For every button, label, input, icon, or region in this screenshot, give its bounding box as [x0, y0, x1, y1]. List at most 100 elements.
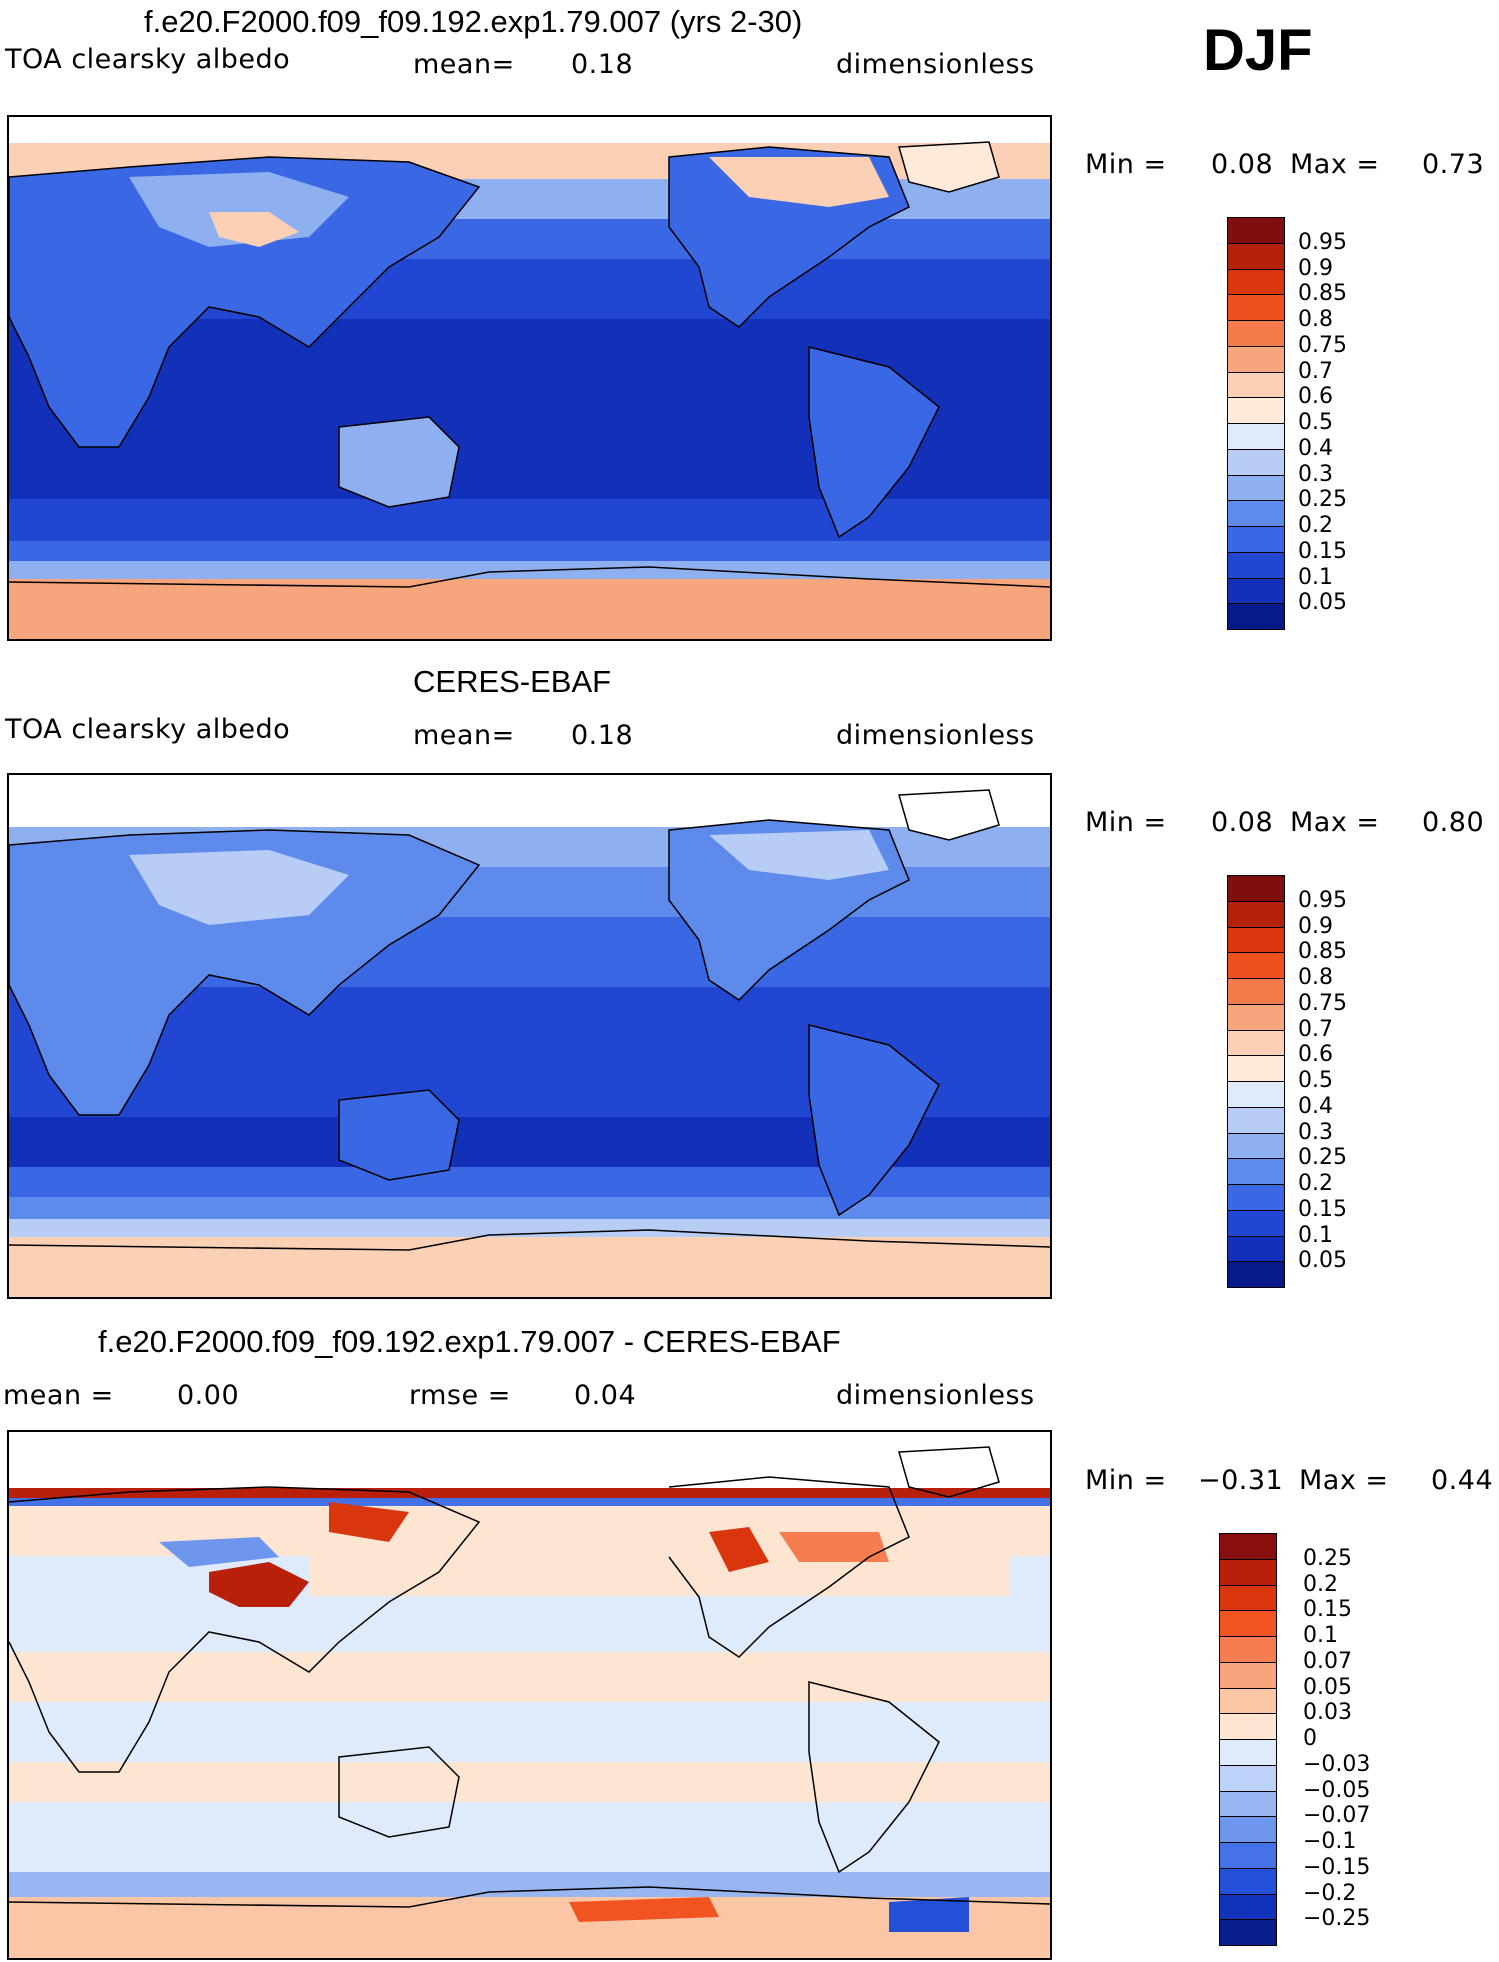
- colorbar-swatch: [1227, 978, 1285, 1005]
- colorbar-swatch: [1227, 268, 1285, 296]
- colorbar-swatch: [1219, 1867, 1277, 1895]
- colorbar-swatch: [1227, 1106, 1285, 1134]
- panel-1-max-value: 0.73: [1422, 149, 1485, 180]
- colorbar-tick-label: 0.1: [1298, 1222, 1333, 1248]
- panel-2-max-label: Max =: [1290, 807, 1380, 838]
- colorbar-tick-label: 0.15: [1303, 1597, 1352, 1623]
- colorbar-swatch: [1219, 1713, 1277, 1740]
- panel-3-map-svg: [9, 1432, 1050, 1958]
- colorbar-tick-label: 0.8: [1298, 307, 1333, 332]
- panel-2-max-value: 0.80: [1422, 807, 1485, 838]
- colorbar-swatch: [1227, 926, 1285, 954]
- panel-1-min-value: 0.08: [1211, 149, 1274, 180]
- colorbar-swatch: [1227, 448, 1285, 476]
- panel-2-title: CERES-EBAF: [413, 664, 612, 699]
- panel-3-min-value: −0.31: [1198, 1465, 1284, 1496]
- colorbar-swatch: [1227, 603, 1285, 630]
- colorbar-swatch: [1227, 1184, 1285, 1211]
- colorbar-tick-label: 0.15: [1298, 1196, 1347, 1222]
- colorbar-tick-label: 0.15: [1298, 538, 1347, 564]
- colorbar-swatch: [1227, 551, 1285, 579]
- colorbar-swatch: [1219, 1764, 1277, 1792]
- panel-3-colorbar: [1219, 1533, 1277, 1946]
- panel-3-units: dimensionless: [836, 1380, 1035, 1411]
- panel-1-units: dimensionless: [836, 49, 1035, 80]
- colorbar-tick-label: 0.6: [1298, 1042, 1333, 1068]
- panel-2-mean-value: 0.18: [571, 720, 634, 751]
- colorbar-tick-label: −0.25: [1303, 1906, 1371, 1932]
- colorbar-tick-label: 0.5: [1298, 410, 1333, 435]
- colorbar-tick-label: 0.25: [1303, 1545, 1352, 1571]
- colorbar-swatch: [1219, 1842, 1277, 1869]
- colorbar-swatch: [1219, 1919, 1277, 1946]
- colorbar-tick-label: −0.03: [1303, 1751, 1371, 1777]
- colorbar-swatch: [1227, 500, 1285, 527]
- colorbar-swatch: [1219, 1636, 1277, 1663]
- colorbar-swatch: [1219, 1558, 1277, 1586]
- colorbar-swatch: [1227, 1209, 1285, 1237]
- colorbar-tick-label: 0.2: [1298, 513, 1333, 538]
- colorbar-tick-label: 0.9: [1298, 913, 1333, 939]
- colorbar-tick-label: 0.05: [1298, 590, 1347, 616]
- panel-3-mean-value: 0.00: [177, 1380, 240, 1411]
- colorbar-tick-label: 0.75: [1298, 990, 1347, 1016]
- colorbar-swatch: [1227, 320, 1285, 347]
- colorbar-tick-label: 0.75: [1298, 332, 1347, 358]
- panel-1-min-label: Min =: [1085, 149, 1167, 180]
- colorbar-swatch: [1219, 1687, 1277, 1715]
- colorbar-tick-label: 0.2: [1303, 1571, 1338, 1597]
- panel-1-colorbar: [1227, 217, 1285, 630]
- colorbar-tick-label: 0.3: [1298, 1119, 1333, 1145]
- panel-2-map: [7, 773, 1052, 1299]
- panel-2-min-value: 0.08: [1211, 807, 1274, 838]
- panel-1-max-label: Max =: [1290, 149, 1380, 180]
- colorbar-tick-label: 0.25: [1298, 487, 1347, 513]
- panel-2-mean-label: mean=: [413, 720, 515, 751]
- colorbar-tick-label: 0: [1303, 1726, 1317, 1751]
- colorbar-tick-label: 0.7: [1298, 358, 1333, 384]
- colorbar-swatch: [1219, 1533, 1277, 1560]
- colorbar-tick-label: −0.15: [1303, 1854, 1371, 1880]
- colorbar-swatch: [1227, 1132, 1285, 1160]
- colorbar-tick-label: −0.1: [1303, 1829, 1357, 1854]
- panel-2-variable-label: TOA clearsky albedo: [5, 714, 291, 745]
- panel-3-max-label: Max =: [1299, 1465, 1389, 1496]
- colorbar-tick-label: 0.4: [1298, 435, 1333, 461]
- panel-3-title: f.e20.F2000.f09_f09.192.exp1.79.007 - CE…: [98, 1324, 841, 1359]
- colorbar-swatch: [1227, 952, 1285, 979]
- panel-1-mean-label: mean=: [413, 49, 515, 80]
- colorbar-swatch: [1227, 1158, 1285, 1185]
- panel-2-colorbar: [1227, 875, 1285, 1288]
- panel-1-map: [7, 115, 1052, 641]
- panel-1-mean-value: 0.18: [571, 49, 634, 80]
- panel-3-max-value: 0.44: [1431, 1465, 1494, 1496]
- colorbar-tick-label: 0.85: [1298, 939, 1347, 965]
- colorbar-tick-label: 0.05: [1303, 1674, 1352, 1700]
- colorbar-tick-label: −0.2: [1303, 1880, 1357, 1906]
- colorbar-tick-label: 0.1: [1298, 564, 1333, 590]
- colorbar-swatch: [1227, 474, 1285, 502]
- colorbar-swatch: [1219, 1610, 1277, 1637]
- colorbar-tick-label: 0.85: [1298, 281, 1347, 307]
- panel-1-title: f.e20.F2000.f09_f09.192.exp1.79.007 (yrs…: [144, 4, 803, 39]
- colorbar-swatch: [1227, 900, 1285, 928]
- colorbar-tick-label: 0.8: [1298, 965, 1333, 990]
- colorbar-tick-label: 0.3: [1298, 461, 1333, 487]
- colorbar-swatch: [1227, 1055, 1285, 1082]
- colorbar-swatch: [1227, 1235, 1285, 1263]
- colorbar-swatch: [1227, 217, 1285, 244]
- colorbar-swatch: [1219, 1739, 1277, 1766]
- colorbar-swatch: [1227, 345, 1285, 373]
- colorbar-swatch: [1227, 423, 1285, 450]
- colorbar-swatch: [1227, 526, 1285, 553]
- colorbar-tick-label: 0.2: [1298, 1171, 1333, 1196]
- colorbar-tick-label: 0.95: [1298, 229, 1347, 255]
- panel-2-map-svg: [9, 775, 1050, 1297]
- panel-2-units: dimensionless: [836, 720, 1035, 751]
- colorbar-swatch: [1227, 294, 1285, 321]
- colorbar-tick-label: −0.05: [1303, 1777, 1371, 1803]
- colorbar-swatch: [1227, 1261, 1285, 1288]
- colorbar-swatch: [1227, 1029, 1285, 1057]
- colorbar-swatch: [1219, 1893, 1277, 1921]
- colorbar-tick-label: 0.05: [1298, 1248, 1347, 1274]
